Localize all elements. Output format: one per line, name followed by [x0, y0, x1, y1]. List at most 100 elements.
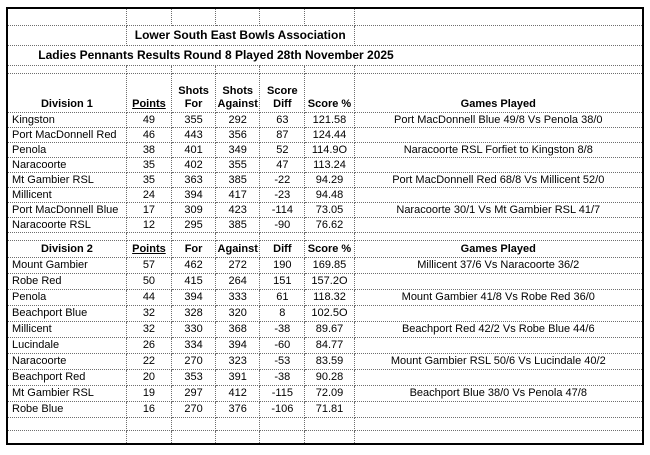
division1-header-row: Division 1 Points Shots For Shots Agains…: [6, 73, 644, 113]
report-title: Lower South East Bowls Association: [125, 25, 355, 46]
empty-cell: [304, 7, 355, 26]
points-cell: 44: [125, 289, 173, 306]
empty-cell: [304, 417, 355, 431]
points-cell: 50: [125, 273, 173, 290]
empty-cell: [304, 232, 355, 241]
points-cell: 17: [125, 202, 173, 218]
for-header: For: [171, 240, 217, 258]
score-pct-cell: 83.59: [304, 353, 355, 370]
points-cell: 35: [125, 172, 173, 188]
team-cell: Penola: [6, 289, 127, 306]
division1-label: Division 1: [6, 73, 127, 113]
team-cell: Mount Gambier: [6, 257, 127, 274]
table-row: Mt Gambier RSL 35 363 385 -22 94.29 Port…: [6, 172, 644, 188]
team-cell: Lucindale: [6, 337, 127, 354]
games-played-cell: Millicent 37/6 Vs Naracoorte 36/2: [353, 257, 644, 274]
score-pct-header: Score %: [304, 73, 355, 113]
score-pct-cell: 89.67: [304, 321, 355, 338]
empty-cell: [304, 430, 355, 445]
shots-for-cell: 394: [171, 187, 217, 203]
team-cell: Port MacDonnell Blue: [6, 202, 127, 218]
team-cell: Naracoorte RSL: [6, 217, 127, 233]
empty-cell: [6, 65, 127, 74]
empty-cell: [215, 232, 261, 241]
empty-cell: [125, 232, 173, 241]
games-played-cell: Port MacDonnell Red 68/8 Vs Millicent 52…: [353, 172, 644, 188]
points-cell: 32: [125, 321, 173, 338]
games-played-cell: [353, 187, 644, 203]
team-cell: Beachport Blue: [6, 305, 127, 322]
for-cell: 334: [171, 337, 217, 354]
against-cell: 323: [215, 353, 261, 370]
games-played-cell: [353, 369, 644, 386]
empty-cell: [259, 7, 306, 26]
games-played-cell: Beachport Blue 38/0 Vs Penola 47/8: [353, 385, 644, 402]
shots-against-cell: 356: [215, 127, 261, 143]
score-pct-cell: 94.29: [304, 172, 355, 188]
team-cell: Naracoorte: [6, 157, 127, 173]
games-played-cell: Mount Gambier RSL 50/6 Vs Lucindale 40/2: [353, 353, 644, 370]
shots-against-cell: 385: [215, 217, 261, 233]
empty-cell: [6, 232, 127, 241]
games-played-cell: Naracoorte RSL Forfiet to Kingston 8/8: [353, 142, 644, 158]
score-pct-cell: 76.62: [304, 217, 355, 233]
for-cell: 328: [171, 305, 217, 322]
diff-cell: -38: [259, 369, 306, 386]
points-cell: 24: [125, 187, 173, 203]
points-cell: 38: [125, 142, 173, 158]
team-cell: Millicent: [6, 187, 127, 203]
empty-cell: [6, 7, 127, 26]
shots-for-cell: 355: [171, 112, 217, 128]
empty-cell: [125, 417, 173, 431]
points-cell: 12: [125, 217, 173, 233]
empty-cell: [125, 65, 173, 74]
score-diff-cell: 52: [259, 142, 306, 158]
empty-cell: [353, 430, 644, 445]
empty-cell: [6, 417, 127, 431]
against-cell: 333: [215, 289, 261, 306]
diff-cell: -38: [259, 321, 306, 338]
points-cell: 57: [125, 257, 173, 274]
score-diff-header: Score Diff: [259, 73, 306, 113]
points-cell: 46: [125, 127, 173, 143]
table-row: Robe Red 50 415 264 151 157.2O: [6, 273, 644, 290]
table-row: Robe Blue 16 270 376 -106 71.81: [6, 401, 644, 418]
empty-cell: [125, 430, 173, 445]
shots-for-cell: 295: [171, 217, 217, 233]
points-cell: 20: [125, 369, 173, 386]
shots-against-cell: 385: [215, 172, 261, 188]
score-pct-cell: 121.58: [304, 112, 355, 128]
empty-cell: [353, 417, 644, 431]
points-cell: 26: [125, 337, 173, 354]
shots-for-cell: 443: [171, 127, 217, 143]
games-played-header: Games Played: [353, 240, 644, 258]
table-row: Port MacDonnell Blue 17 309 423 -114 73.…: [6, 202, 644, 218]
empty-cell: [259, 430, 306, 445]
points-cell: 49: [125, 112, 173, 128]
score-diff-cell: 47: [259, 157, 306, 173]
table-row: Naracoorte RSL 12 295 385 -90 76.62: [6, 217, 644, 233]
diff-cell: 8: [259, 305, 306, 322]
shots-for-cell: 363: [171, 172, 217, 188]
team-cell: Kingston: [6, 112, 127, 128]
table-row: Millicent 32 330 368 -38 89.67 Beachport…: [6, 321, 644, 338]
shots-against-cell: 355: [215, 157, 261, 173]
against-cell: 264: [215, 273, 261, 290]
shots-for-cell: 401: [171, 142, 217, 158]
shots-against-cell: 417: [215, 187, 261, 203]
empty-cell: [171, 430, 217, 445]
empty-cell: [6, 430, 127, 445]
diff-cell: 61: [259, 289, 306, 306]
for-cell: 353: [171, 369, 217, 386]
empty-cell: [353, 65, 644, 74]
score-diff-cell: 63: [259, 112, 306, 128]
games-played-cell: Mount Gambier 41/8 Vs Robe Red 36/0: [353, 289, 644, 306]
empty-cell: [215, 430, 261, 445]
games-played-cell: [353, 157, 644, 173]
for-cell: 394: [171, 289, 217, 306]
table-row: Mt Gambier RSL 19 297 412 -115 72.09 Bea…: [6, 385, 644, 402]
games-played-cell: [353, 401, 644, 418]
empty-cell: [215, 65, 261, 74]
score-diff-cell: -23: [259, 187, 306, 203]
empty-cell: [171, 65, 217, 74]
